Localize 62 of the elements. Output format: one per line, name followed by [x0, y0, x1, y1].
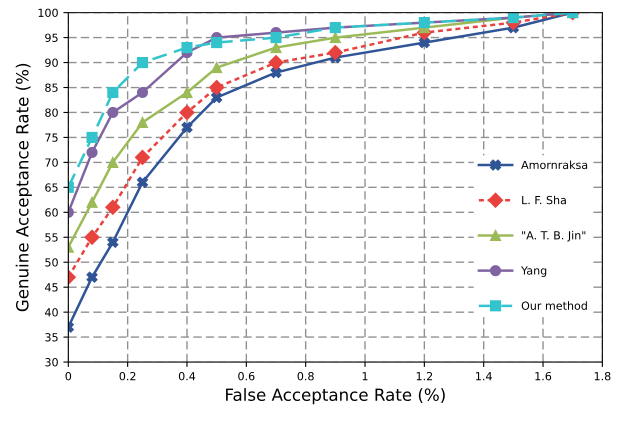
x-axis-title: False Acceptance Rate (%)	[226, 388, 445, 404]
point	[107, 86, 118, 98]
x-tick-label: 0.2	[120, 372, 136, 380]
x-tick-label: 0.8	[298, 372, 314, 380]
y-axis-title: Genuine Acceptance Rate (%)	[16, 64, 32, 312]
x-tick-label: 1	[362, 372, 368, 380]
legend-label: Yang	[521, 266, 546, 277]
point	[179, 104, 195, 120]
x-tick-label: 0.4	[178, 372, 196, 380]
point	[418, 37, 430, 48]
point	[136, 116, 148, 128]
legend-label: "A. T. B. Jin"	[522, 230, 586, 242]
point	[136, 176, 148, 188]
point	[86, 196, 98, 208]
x-tick-label: 1.8	[594, 372, 610, 380]
point	[330, 32, 341, 44]
y-tick-label: 60	[45, 208, 58, 217]
y-tick-label: 75	[45, 134, 58, 142]
point	[107, 156, 118, 168]
y-tick-label: 80	[45, 108, 58, 117]
point	[105, 200, 120, 215]
x-tick-label: 1.4	[476, 372, 492, 380]
point	[211, 62, 222, 74]
point	[86, 272, 98, 283]
point	[181, 86, 193, 98]
y-tick-label: 100	[38, 8, 58, 18]
legend-label: Amornraksa	[521, 160, 588, 170]
y-tick-label: 95	[45, 34, 58, 42]
point	[134, 150, 150, 165]
x-tick-label: 1.2	[416, 372, 432, 380]
x-tick-label: 1.6	[535, 372, 552, 380]
y-tick-label: 65	[45, 183, 58, 192]
point	[107, 236, 118, 248]
point	[86, 132, 98, 143]
point	[181, 42, 193, 54]
point	[84, 230, 100, 245]
y-tick-label: 55	[45, 233, 58, 242]
point	[136, 56, 148, 68]
x-tick-label: 0	[66, 372, 72, 380]
y-tick-label: 85	[45, 83, 58, 92]
x-tick-label: 0.6	[238, 372, 254, 380]
point	[270, 32, 282, 44]
y-tick-label: 50	[45, 258, 58, 267]
y-tick-label: 90	[45, 58, 58, 67]
point	[328, 44, 343, 60]
y-tick-label: 30	[45, 358, 58, 366]
point	[211, 37, 222, 48]
legend-label: L. F. Sha	[522, 196, 566, 204]
y-tick-label: 35	[45, 333, 58, 342]
legend-label: Our method	[522, 301, 587, 310]
point	[211, 92, 222, 104]
y-tick-label: 40	[44, 308, 58, 317]
y-tick-label: 70	[45, 158, 58, 167]
point	[181, 122, 193, 133]
point	[136, 86, 148, 98]
point	[209, 80, 224, 96]
point	[270, 66, 282, 78]
point	[86, 146, 98, 158]
point	[268, 54, 284, 70]
point	[270, 42, 282, 54]
point	[107, 106, 118, 118]
y-tick-label: 45	[44, 283, 58, 292]
